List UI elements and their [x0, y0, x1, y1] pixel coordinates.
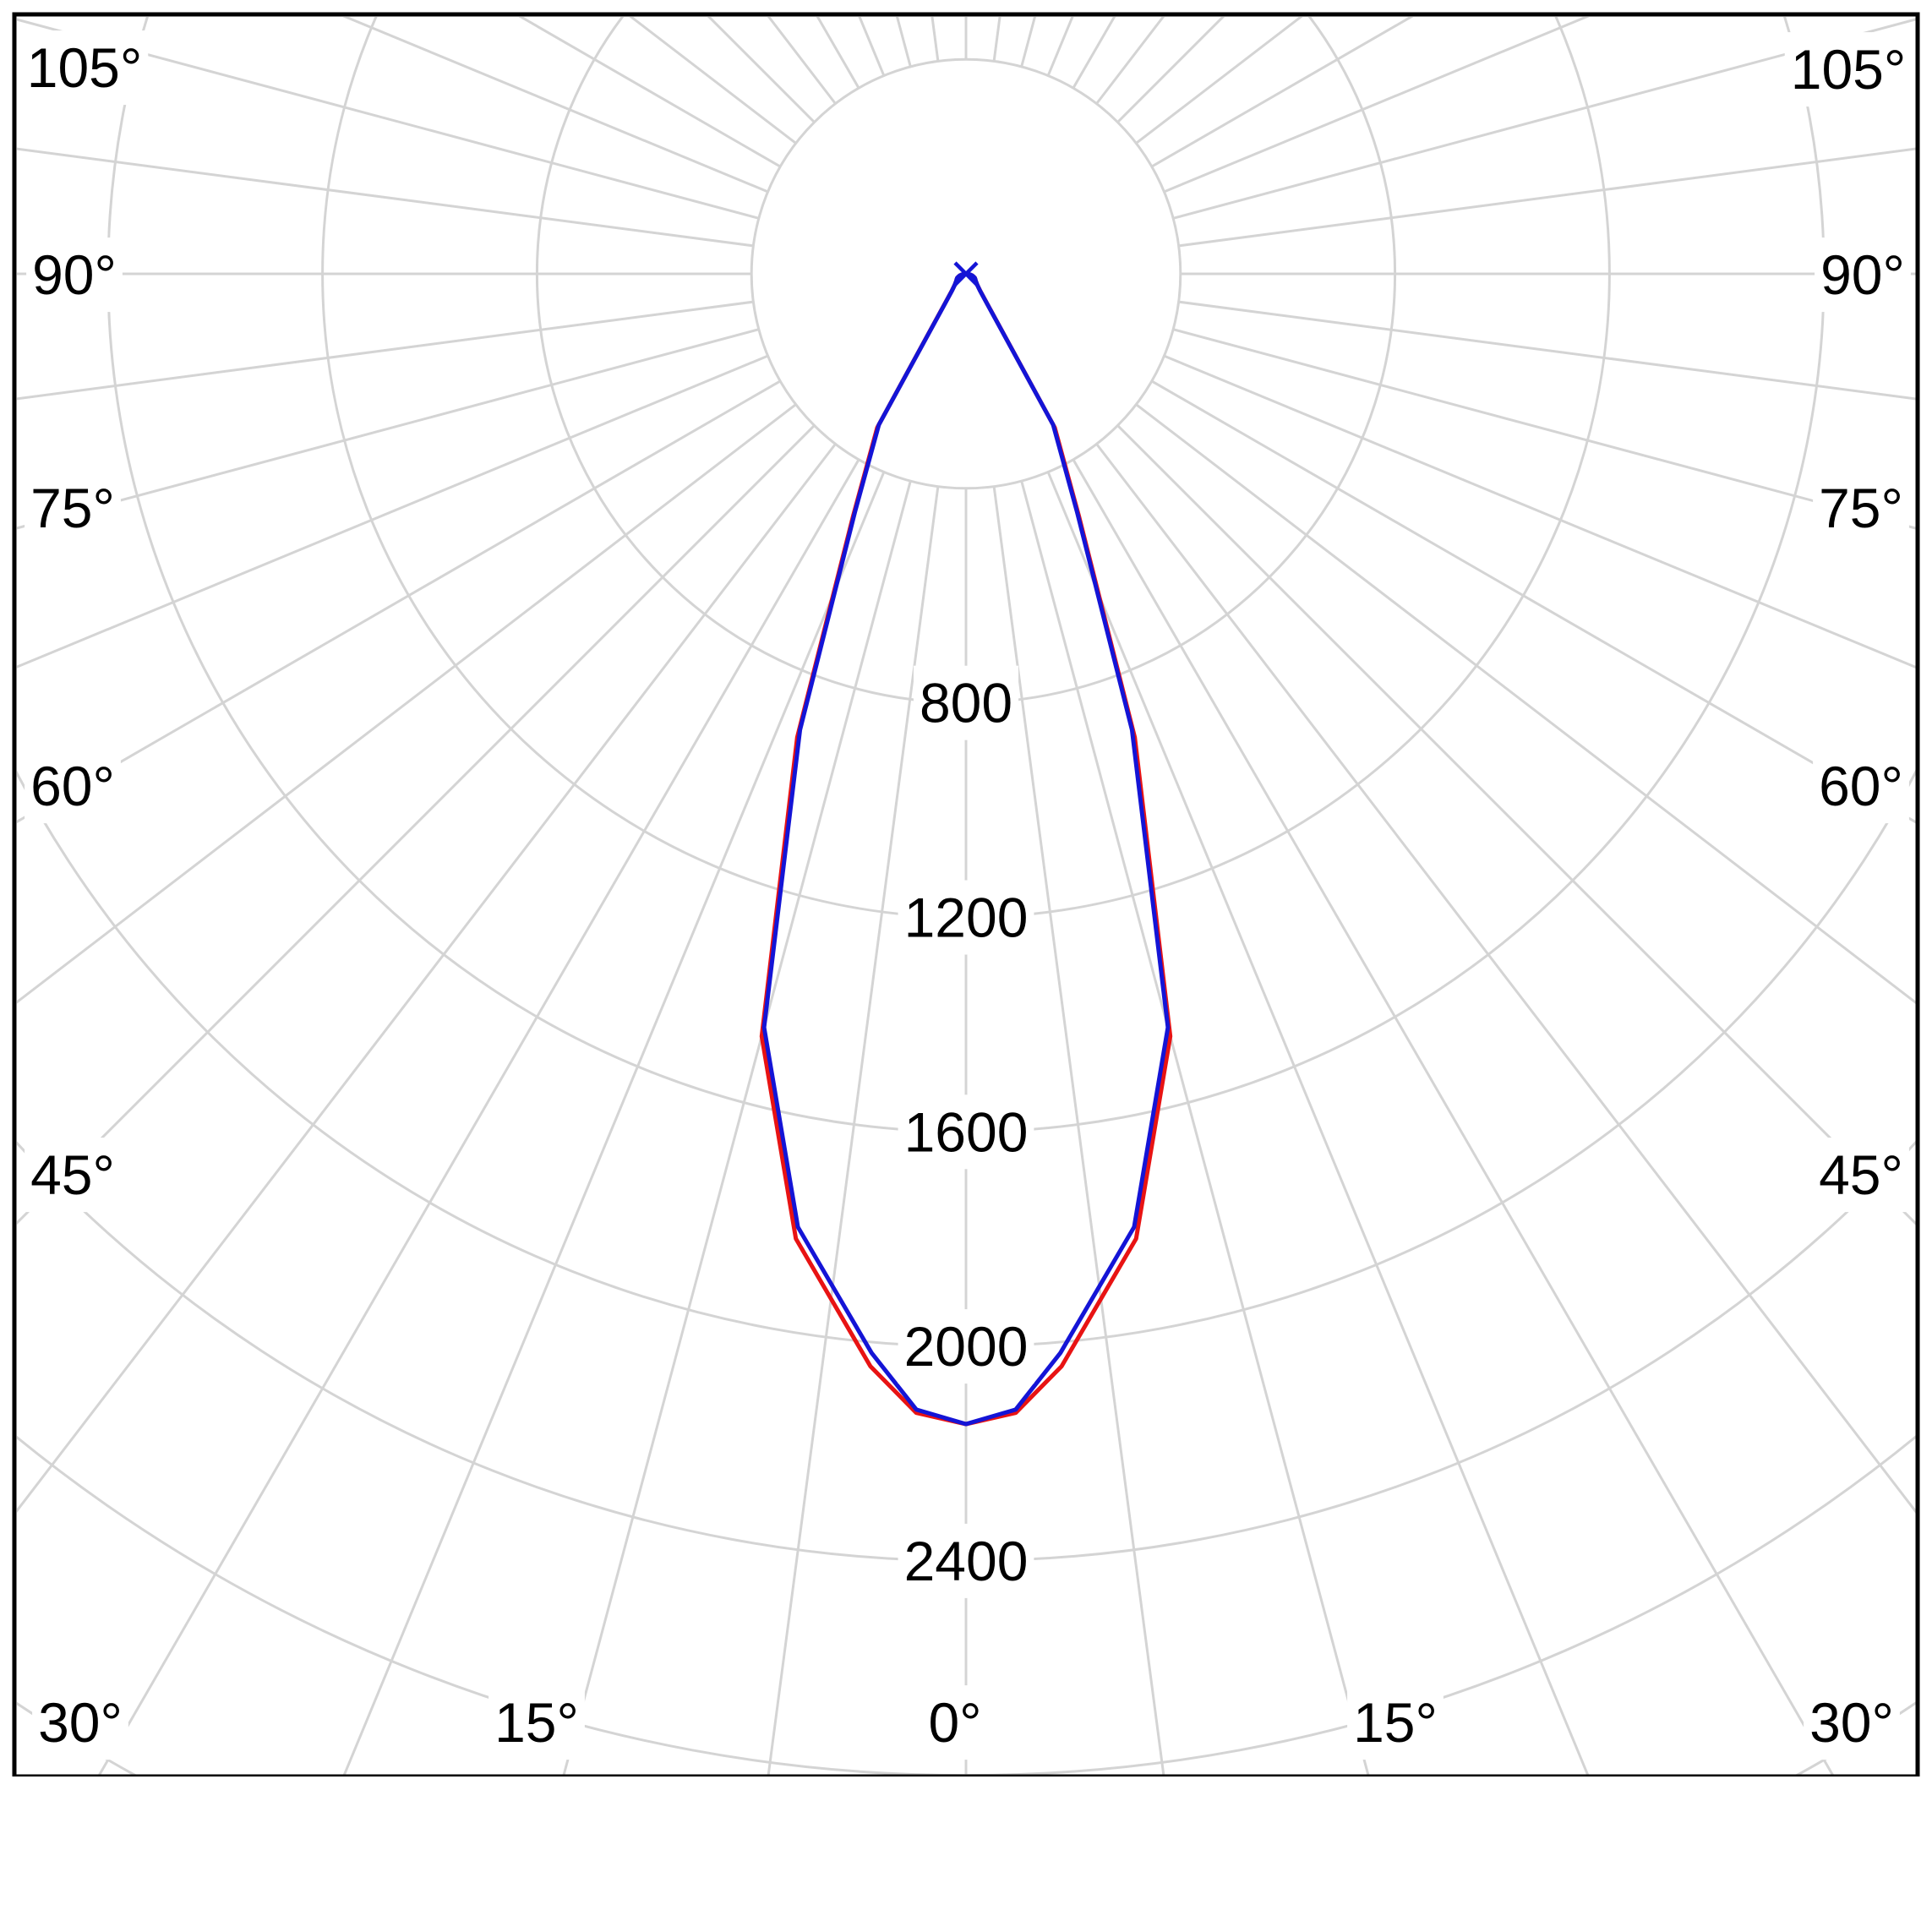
radial-label-2000-bg [898, 1309, 1034, 1384]
angle-label-left-90: 90° [32, 243, 117, 306]
grid-ray-45 [1116, 424, 1917, 1227]
radial-label-2400-bg [898, 1523, 1034, 1598]
grid-ray-330 [97, 459, 860, 1775]
angle-label-right-105: 105° [1791, 38, 1907, 101]
grid-ray-157.5 [1046, 17, 1074, 77]
radial-label-2400: 2400 [904, 1530, 1029, 1592]
angle-label-right-105-bg [1784, 32, 1913, 107]
grid-ray-60 [1151, 379, 1917, 825]
angle-label-0: 0° [928, 1691, 981, 1754]
grid-ray-172.5 [992, 17, 1001, 62]
grid-ray-67.5 [1163, 354, 1917, 669]
radial-label-2000: 2000 [904, 1315, 1029, 1378]
angle-label-right-45: 45° [1819, 1143, 1903, 1206]
angle-label-right-90-bg [1815, 237, 1911, 313]
radial-label-1200: 1200 [904, 887, 1029, 949]
grid-ray-112.5 [1163, 17, 1590, 194]
angle-label-left-105-bg [20, 30, 149, 106]
angle-label-left-60: 60° [30, 755, 115, 817]
angle-label-right-75-bg [1813, 471, 1909, 546]
beam-origin-marker [953, 261, 979, 287]
curves [759, 271, 1173, 1427]
grid-ray-105 [1172, 18, 1917, 220]
legend-band: cd/klm η = 87% C0 - C180 C90 - C270 [0, 1776, 1932, 1932]
grid-ray-292.5 [17, 354, 769, 669]
angle-label-right-30: 30° [1809, 1691, 1894, 1754]
angle-label-left-90-bg [26, 237, 123, 313]
angle-label-left-45-bg [25, 1138, 121, 1213]
grid-ray-277.5 [17, 300, 754, 401]
angle-label-left-60-bg [25, 749, 121, 824]
grid-ray-82.5 [1178, 300, 1917, 401]
grid-ray-337.5 [342, 471, 886, 1775]
angle-label-left-75: 75° [30, 477, 115, 539]
grid-ray-97.5 [1178, 147, 1917, 248]
grid-ray-345 [562, 480, 912, 1775]
grid-ray-75 [1172, 328, 1917, 530]
radial-label-800-bg [913, 665, 1019, 740]
angle-label-left-45: 45° [30, 1143, 115, 1206]
angle-label-left-75-bg [25, 471, 121, 546]
angle-label-right-60: 60° [1819, 755, 1903, 817]
angle-label-right-75: 75° [1819, 477, 1903, 539]
grid-ray-255 [17, 18, 760, 220]
grid-ray-352.5 [767, 486, 940, 1775]
angle-label-left-15-bg [488, 1685, 585, 1760]
radial-label-1600-bg [898, 1094, 1034, 1170]
radial-label-1600: 1600 [904, 1100, 1029, 1163]
grid-ray-15 [1020, 480, 1370, 1775]
angle-label-left-15: 15° [494, 1691, 579, 1754]
angle-label-right-45-bg [1813, 1138, 1909, 1213]
angle-label-right-15-bg [1347, 1685, 1444, 1760]
grid-ray-30 [1072, 459, 1835, 1775]
radial-label-1200-bg [898, 880, 1034, 955]
grid-ray-300 [17, 379, 781, 824]
grid-ray-52.5 [1135, 403, 1917, 1006]
grid-ray-247.5 [342, 17, 769, 194]
radial-label-800: 800 [920, 672, 1012, 734]
axis-labels: 0° 15° 15° 30° 30° 45° 45° 60° 60° 75° 75° 90° 90° 10… [20, 30, 1913, 1760]
grid-ray-307.5 [17, 403, 797, 1004]
angle-label-left-30: 30° [38, 1691, 123, 1754]
grid-ray-37.5 [1095, 443, 1917, 1515]
grid-ray-285 [17, 328, 760, 530]
angle-label-right-60-bg [1813, 749, 1909, 824]
grid-ray-22.5 [1046, 471, 1590, 1775]
angle-label-left-30-bg [32, 1685, 128, 1760]
angle-label-left-105: 105° [27, 36, 143, 99]
grid-ray-322.5 [17, 443, 837, 1513]
curve-c90-c270 [761, 271, 1171, 1427]
angle-label-0-bg [922, 1685, 988, 1760]
angle-label-right-30-bg [1804, 1685, 1900, 1760]
grid-ray-187.5 [931, 17, 940, 62]
angle-label-right-15: 15° [1353, 1691, 1438, 1754]
grid-ray-262.5 [17, 147, 754, 248]
angle-label-right-90: 90° [1820, 243, 1905, 306]
grid-ray-7.5 [992, 486, 1165, 1775]
grid-ray-315 [17, 424, 816, 1225]
grid-ray-202.5 [858, 17, 886, 77]
